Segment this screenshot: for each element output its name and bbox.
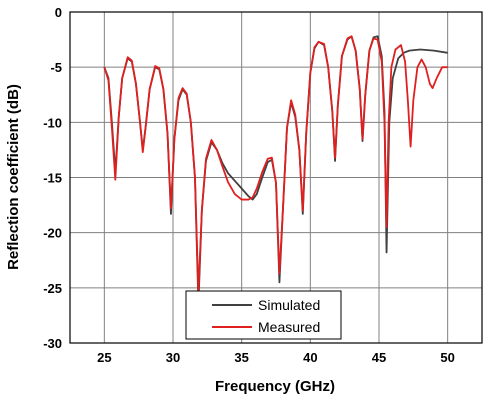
y-tick-label: -10 (43, 115, 62, 130)
x-axis-ticks: 25 30 35 40 45 50 (97, 350, 455, 365)
y-axis-ticks: 0 -5 -10 -15 -20 -25 -30 (43, 5, 62, 351)
legend: Simulated Measured (185, 290, 342, 340)
plot-frame (69, 11, 483, 344)
series-line-measured (103, 35, 448, 295)
y-tick-label: -15 (43, 171, 62, 186)
y-tick-label: -30 (43, 336, 62, 351)
legend-box (185, 290, 342, 340)
y-tick-label: -5 (50, 60, 62, 75)
y-tick-label: -25 (43, 281, 62, 296)
legend-label-measured: Measured (258, 319, 320, 335)
series-line-simulated (103, 35, 448, 306)
x-tick-label: 30 (166, 350, 180, 365)
x-tick-label: 40 (303, 350, 317, 365)
y-tick-label: -20 (43, 226, 62, 241)
x-tick-label: 35 (234, 350, 248, 365)
series-lines (103, 35, 448, 306)
legend-label-simulated: Simulated (258, 297, 320, 313)
y-axis-title: Reflection coefficient (dB) (5, 84, 22, 270)
x-tick-label: 45 (372, 350, 386, 365)
x-tick-label: 25 (97, 350, 111, 365)
y-tick-label: 0 (55, 5, 62, 20)
x-tick-label: 50 (440, 350, 454, 365)
x-axis-title: Frequency (GHz) (215, 378, 335, 395)
